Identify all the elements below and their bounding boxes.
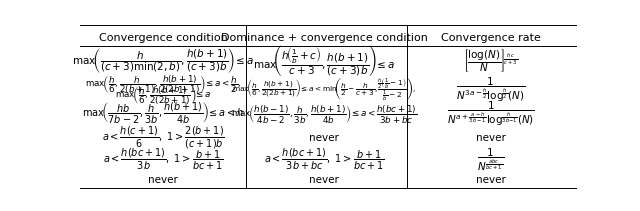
Text: $\max\!\left(\dfrac{h}{6},\dfrac{h}{2(b+1)},\dfrac{h(b+1)}{2(2b+1)}\right)\!\leq: $\max\!\left(\dfrac{h}{6},\dfrac{h}{2(b+… bbox=[85, 73, 241, 96]
Text: Convergence rate: Convergence rate bbox=[441, 32, 541, 42]
Text: never: never bbox=[148, 175, 179, 185]
Text: never: never bbox=[309, 133, 339, 143]
Text: Dominance + convergence condition: Dominance + convergence condition bbox=[221, 32, 428, 42]
Text: $\dfrac{1}{N^{a+\frac{a-h}{3b-1}}\log^{\frac{h}{3b-1}}\!(N)}$: $\dfrac{1}{N^{a+\frac{a-h}{3b-1}}\log^{\… bbox=[447, 100, 534, 128]
Text: $\max\!\left(\dfrac{h}{6},\dfrac{h(b+1)}{2(2b+1)}\right)\!\leq a$: $\max\!\left(\dfrac{h}{6},\dfrac{h(b+1)}… bbox=[115, 84, 212, 107]
Text: $\left[\dfrac{\log(N)}{N}\right]^{\!\frac{hc}{c+3}}$: $\left[\dfrac{\log(N)}{N}\right]^{\!\fra… bbox=[463, 47, 518, 74]
Text: never: never bbox=[476, 175, 506, 185]
Text: $a<\dfrac{h(c+1)}{6},\ 1>\dfrac{2(b+1)}{(c+1)b}$: $a<\dfrac{h(c+1)}{6},\ 1>\dfrac{2(b+1)}{… bbox=[102, 125, 225, 151]
Text: never: never bbox=[309, 175, 339, 185]
Text: never: never bbox=[476, 133, 506, 143]
Text: $a<\dfrac{h(bc+1)}{3b},\ 1>\dfrac{b+1}{bc+1}$: $a<\dfrac{h(bc+1)}{3b},\ 1>\dfrac{b+1}{b… bbox=[103, 147, 224, 172]
Text: $\max\!\left(\dfrac{h\!\left(\frac{1}{b}+c\right)}{c+3},\dfrac{h(b+1)}{(c+3)b}\r: $\max\!\left(\dfrac{h\!\left(\frac{1}{b}… bbox=[253, 43, 395, 78]
Text: $\dfrac{1}{N^{\frac{abc}{bc+1}}}$: $\dfrac{1}{N^{\frac{abc}{bc+1}}}$ bbox=[477, 146, 504, 173]
Text: $a<\dfrac{h(bc+1)}{3b+bc},\ 1>\dfrac{b+1}{bc+1}$: $a<\dfrac{h(bc+1)}{3b+bc},\ 1>\dfrac{b+1… bbox=[264, 147, 385, 172]
Text: $\dfrac{1}{N^{3a-\frac{h}{2}}\log^{\frac{h}{2}}\!(N)}$: $\dfrac{1}{N^{3a-\frac{h}{2}}\log^{\frac… bbox=[456, 76, 525, 104]
Text: $\max\!\left(\dfrac{hb}{7b-2},\dfrac{h}{3b},\dfrac{h(b+1)}{4b}\right)\!\leq a<h$: $\max\!\left(\dfrac{hb}{7b-2},\dfrac{h}{… bbox=[82, 101, 244, 126]
Text: $\max\!\left(\dfrac{h}{(c+3)\min(2,b)},\dfrac{h(b+1)}{(c+3)b}\right)\!\leq a$: $\max\!\left(\dfrac{h}{(c+3)\min(2,b)},\… bbox=[72, 46, 254, 75]
Text: Convergence condition: Convergence condition bbox=[99, 32, 228, 42]
Text: $\max\!\left(\dfrac{h}{6},\dfrac{h(b+1)}{2(2b+1)}\right)\!\leq a<\min\!\left(\df: $\max\!\left(\dfrac{h}{6},\dfrac{h(b+1)}… bbox=[232, 77, 416, 103]
Text: $\max\!\left(\dfrac{h(b-1)}{4b-2},\dfrac{h}{3b},\dfrac{h(b+1)}{4b}\right)\!\leq : $\max\!\left(\dfrac{h(b-1)}{4b-2},\dfrac… bbox=[231, 103, 417, 125]
